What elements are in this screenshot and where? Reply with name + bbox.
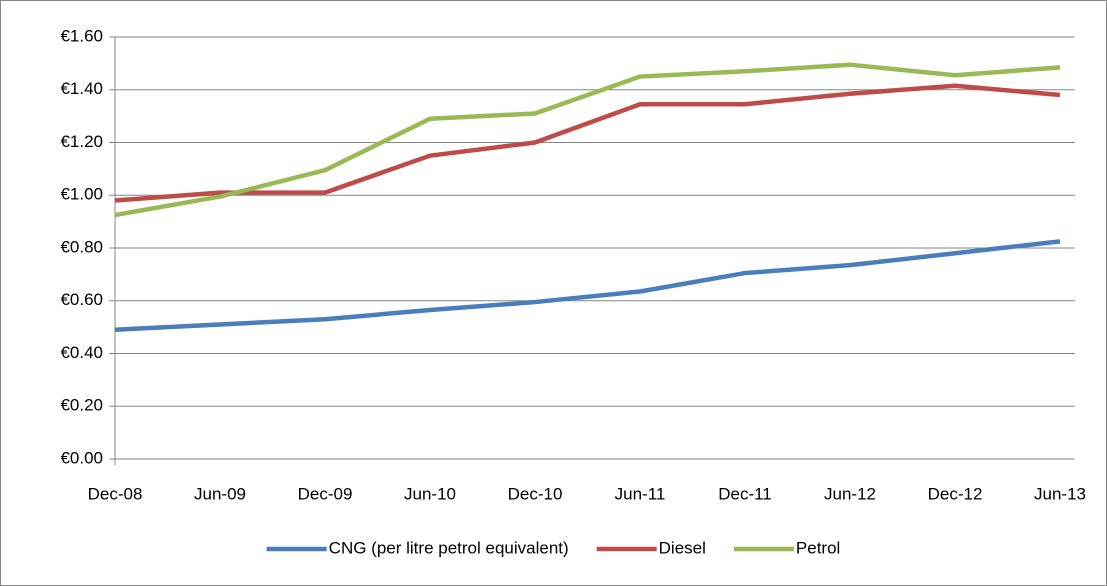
- y-tick-label: €1.60: [60, 26, 103, 45]
- series-line: [114, 62, 1061, 218]
- x-tick-label: Dec-08: [88, 484, 143, 503]
- y-tick-label: €0.60: [60, 290, 103, 309]
- legend: CNG (per litre petrol equivalent) Diesel P…: [266, 538, 840, 557]
- y-tick-label: €0.40: [60, 343, 103, 362]
- x-tick-label: Jun-09: [194, 484, 246, 503]
- series-line: [114, 239, 1061, 333]
- x-tick-label: Dec-09: [298, 484, 353, 503]
- legend-label: CNG (per litre petrol equivalent): [329, 538, 569, 557]
- x-tick-label: Jun-11: [615, 484, 666, 503]
- y-tick-label: €1.20: [60, 132, 103, 151]
- legend-label: Diesel: [659, 538, 706, 557]
- x-tick-label: Jun-10: [404, 484, 456, 503]
- series-line: [114, 83, 1061, 203]
- x-tick-label: Dec-12: [928, 484, 983, 503]
- y-tick-label: €1.00: [60, 185, 103, 204]
- y-tick-label: €1.40: [60, 79, 103, 98]
- y-tick-label: €0.00: [60, 448, 103, 467]
- x-tick-label: Dec-11: [718, 484, 772, 503]
- legend-label: Petrol: [796, 538, 840, 557]
- x-tick-label: Jun-13: [1034, 484, 1086, 503]
- x-tick-label: Dec-10: [508, 484, 563, 503]
- x-tick-label: Jun-12: [824, 484, 876, 503]
- y-tick-label: €0.80: [60, 237, 103, 256]
- y-tick-label: €0.20: [60, 396, 103, 415]
